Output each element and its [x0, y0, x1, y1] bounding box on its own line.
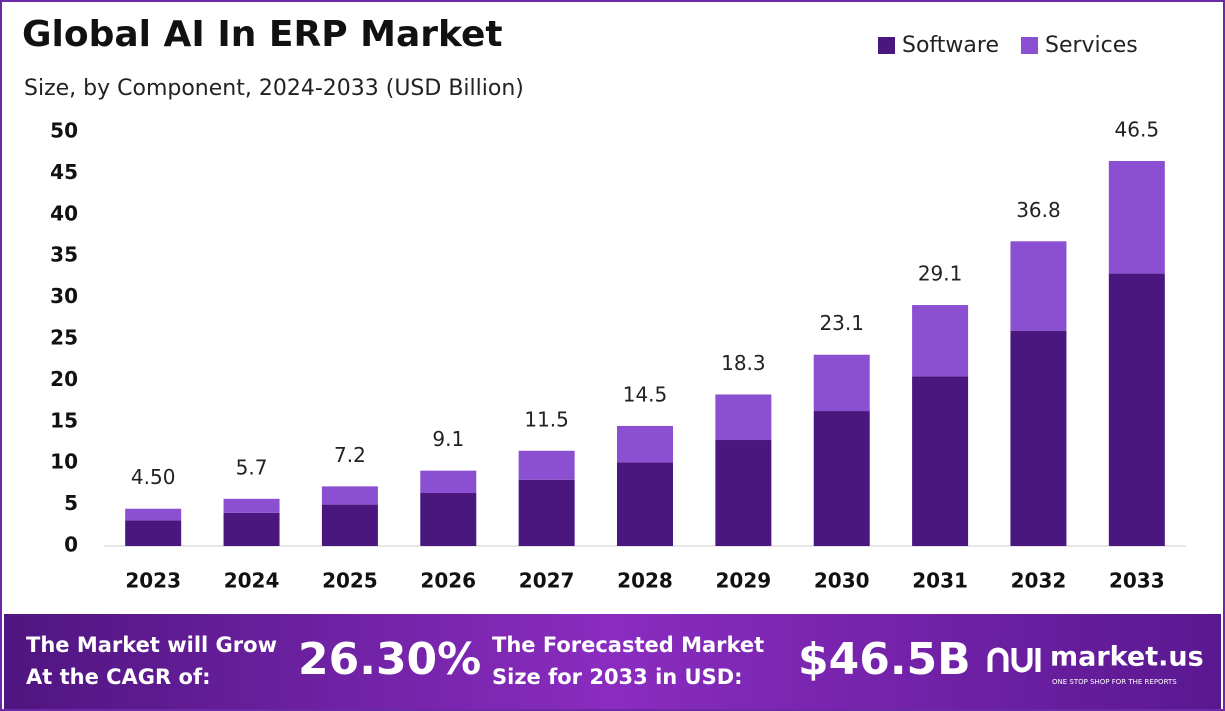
total-label: 9.1: [432, 427, 464, 451]
bar-segment: [223, 512, 280, 546]
brand-tagline: ONE STOP SHOP FOR THE REPORTS: [1052, 678, 1177, 686]
banner-text: The Market will Grow: [26, 633, 277, 657]
bar-segment: [420, 493, 477, 546]
total-label: 4.50: [131, 465, 176, 489]
total-label: 7.2: [334, 443, 366, 467]
total-label: 29.1: [918, 262, 963, 286]
banner-forecast: $46.5B: [798, 634, 971, 685]
banner-text: At the CAGR of:: [26, 665, 211, 689]
x-tick-label: 2028: [617, 569, 673, 593]
total-label: 23.1: [819, 311, 864, 335]
total-label: 5.7: [236, 455, 268, 479]
chart-subtitle: Size, by Component, 2024-2033 (USD Billi…: [24, 76, 524, 101]
y-tick-label: 5: [64, 491, 78, 515]
y-tick-label: 15: [50, 408, 78, 432]
bar-segment: [1010, 241, 1067, 331]
banner-cagr: 26.30%: [298, 634, 481, 685]
chart-title: Global AI In ERP Market: [22, 14, 503, 55]
brand: market.us: [1050, 642, 1204, 673]
bar-segment: [1108, 273, 1165, 546]
bar-segment: [420, 470, 477, 494]
x-tick-label: 2033: [1109, 569, 1165, 593]
total-label: 36.8: [1016, 198, 1061, 222]
bar-segment: [912, 305, 969, 377]
bar-segment: [223, 498, 280, 513]
banner: [4, 614, 1221, 709]
bar-segment: [125, 508, 182, 521]
x-tick-label: 2031: [912, 569, 968, 593]
banner-text: Size for 2033 in USD:: [492, 665, 743, 689]
y-tick-label: 25: [50, 326, 78, 350]
y-tick-label: 45: [50, 160, 78, 184]
total-label: 18.3: [721, 351, 766, 375]
legend-label: Services: [1045, 33, 1138, 58]
bar-segment: [912, 376, 969, 546]
bar-segment: [518, 450, 575, 480]
x-tick-label: 2025: [322, 569, 378, 593]
bar-segment: [617, 425, 673, 463]
bar-segment: [813, 354, 870, 412]
y-tick-label: 50: [50, 119, 78, 143]
brand-logo: [987, 647, 1041, 673]
y-tick-label: 35: [50, 243, 78, 267]
bar-segment: [715, 440, 772, 546]
legend-swatch: [878, 37, 895, 54]
bar-segment: [1010, 330, 1067, 546]
x-tick-label: 2027: [519, 569, 575, 593]
total-label: 46.5: [1115, 117, 1160, 141]
x-tick-label: 2024: [224, 569, 280, 593]
x-tick-label: 2032: [1011, 569, 1067, 593]
x-tick-label: 2029: [716, 569, 772, 593]
bar-segment: [715, 394, 772, 441]
legend-swatch: [1020, 37, 1038, 54]
x-tick-label: 2026: [420, 569, 476, 593]
y-tick-label: 20: [50, 367, 78, 391]
bar-segment: [617, 462, 673, 546]
y-tick-label: 0: [64, 533, 78, 557]
bar-segment: [125, 520, 182, 546]
y-tick-label: 30: [50, 284, 78, 308]
bar-segment: [518, 479, 575, 546]
banner-text: The Forecasted Market: [492, 633, 764, 657]
y-tick-label: 40: [50, 201, 78, 225]
legend-label: Software: [902, 33, 999, 58]
x-tick-label: 2030: [814, 569, 870, 593]
bar-segment: [321, 504, 378, 546]
bar-segment: [321, 486, 378, 505]
bar-segment: [1108, 160, 1165, 274]
total-label: 14.5: [623, 382, 668, 406]
y-tick-label: 10: [50, 450, 78, 474]
x-tick-label: 2023: [125, 569, 181, 593]
bar-segment: [813, 411, 870, 546]
total-label: 11.5: [524, 407, 569, 431]
